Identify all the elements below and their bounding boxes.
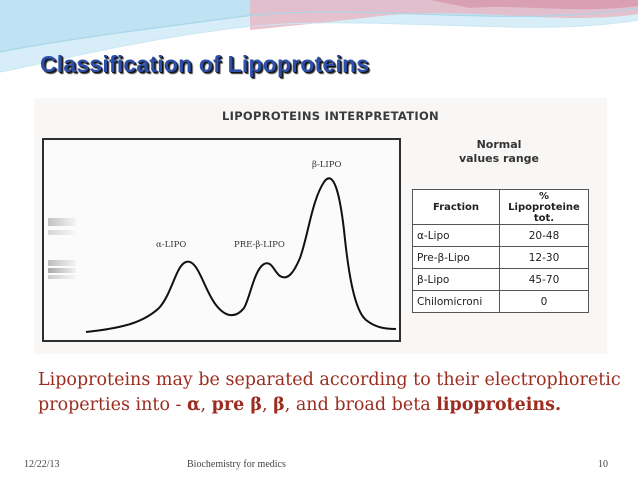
body-alpha: α: [187, 395, 201, 415]
lipoprotein-figure: LIPOPROTEINS INTERPRETATION α-LIPO PRE-β…: [34, 98, 607, 354]
normal-values-table: Fraction % Lipoproteine tot. α-Lipo 20-4…: [412, 189, 589, 313]
table-row: α-Lipo 20-48: [412, 224, 589, 247]
fraction-cell: α-Lipo: [412, 224, 500, 247]
body-lipoproteins: lipoproteins.: [436, 395, 562, 415]
gel-band-2: [48, 230, 76, 235]
header-waves-decoration: [0, 0, 638, 73]
figure-heading: LIPOPROTEINS INTERPRETATION: [222, 109, 439, 123]
normal-heading-line-1: Normal: [476, 138, 522, 151]
gel-band-5: [48, 275, 76, 279]
peak-label-beta: β-LIPO: [312, 160, 342, 170]
normal-values-heading: Normal values range: [434, 138, 564, 166]
fraction-cell: Chilomicroni: [412, 290, 500, 313]
electrophoresis-curve: [85, 177, 397, 333]
body-pre-beta: pre β: [211, 395, 262, 415]
col-percent-header: % Lipoproteine tot.: [499, 189, 589, 225]
range-cell: 45-70: [499, 268, 589, 291]
table-row: Chilomicroni 0: [412, 290, 589, 313]
gel-band-4: [48, 268, 76, 273]
table-header-row: Fraction % Lipoproteine tot.: [412, 189, 589, 225]
electrophoresis-chart: α-LIPO PRE-β-LIPO β-LIPO: [42, 138, 401, 342]
slide-title: Classification of Lipoproteins: [40, 51, 370, 77]
footer-date: 12/22/13: [24, 459, 60, 470]
normal-heading-line-2: values range: [458, 152, 540, 165]
gel-band-3: [48, 260, 76, 266]
body-text-part-2: , and broad beta: [284, 395, 437, 415]
electrophoresis-curve-svg: [48, 177, 397, 333]
body-beta: β: [273, 395, 285, 415]
col-percent-label: Lipoproteine tot.: [508, 201, 580, 224]
fraction-cell: β-Lipo: [412, 268, 500, 291]
body-paragraph: Lipoproteins may be separated according …: [38, 368, 628, 418]
col-percent-symbol: %: [538, 190, 550, 202]
col-fraction-header: Fraction: [412, 189, 500, 225]
footer-page-number: 10: [598, 459, 608, 470]
body-text-part-1: Lipoproteins may be separated according …: [38, 370, 621, 415]
peak-label-alpha: α-LIPO: [156, 240, 187, 250]
peak-label-pre-beta: PRE-β-LIPO: [234, 240, 285, 250]
range-cell: 20-48: [499, 224, 589, 247]
footer-center-text: Biochemistry for medics: [187, 459, 286, 470]
body-sep-2: ,: [261, 395, 274, 415]
table-row: Pre-β-Lipo 12-30: [412, 246, 589, 269]
range-cell: 0: [499, 290, 589, 313]
fraction-cell: Pre-β-Lipo: [412, 246, 500, 269]
body-sep-1: ,: [200, 395, 212, 415]
range-cell: 12-30: [499, 246, 589, 269]
table-row: β-Lipo 45-70: [412, 268, 589, 291]
gel-band-1: [48, 218, 76, 226]
